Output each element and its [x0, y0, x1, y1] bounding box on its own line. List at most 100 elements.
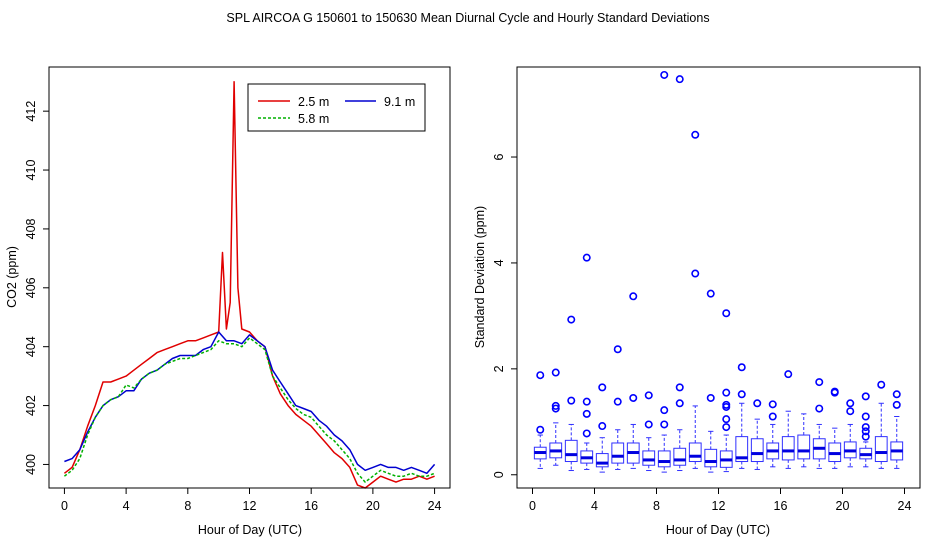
outlier-point [768, 400, 777, 409]
outlier-point [846, 407, 855, 416]
outlier-point [691, 130, 700, 139]
left-x-tick-label: 8 [184, 499, 191, 513]
iqr-box [611, 442, 625, 464]
left-x-tick-label: 16 [304, 499, 318, 513]
outlier-point [551, 368, 560, 377]
left-x-tick-label: 12 [243, 499, 257, 513]
box-hour-0.5 [533, 371, 547, 469]
left-x-axis-label: Hour of Day (UTC) [198, 523, 302, 537]
box-hour-7.5 [642, 391, 656, 472]
iqr-box [673, 447, 687, 466]
outlier-point [861, 427, 870, 436]
outlier-point [660, 70, 669, 79]
right-x-tick-label: 0 [529, 499, 536, 513]
iqr-box [750, 438, 764, 463]
right-x-tick-label: 24 [898, 499, 912, 513]
outlier-point [768, 412, 777, 421]
outlier-point [536, 425, 545, 434]
outlier-point [830, 387, 839, 396]
outlier-point [644, 420, 653, 429]
outlier-point [536, 371, 545, 380]
outlier-point [582, 409, 591, 418]
outlier-point [706, 289, 715, 298]
outlier-point [613, 345, 622, 354]
box-hour-4.5 [595, 383, 609, 473]
left-y-tick-label: 410 [24, 160, 38, 181]
box-hour-8.5 [657, 70, 671, 473]
outlier-point [861, 432, 870, 441]
outlier-point [629, 292, 638, 301]
right-x-tick-label: 20 [836, 499, 850, 513]
right-y-tick-label: 0 [492, 471, 506, 478]
outlier-point [644, 391, 653, 400]
iqr-box [704, 448, 718, 468]
outlier-point [877, 380, 886, 389]
right-x-tick-label: 4 [591, 499, 598, 513]
outlier-point [598, 422, 607, 431]
outlier-point [675, 383, 684, 392]
left-x-tick-label: 24 [428, 499, 442, 513]
box-hour-5.5 [611, 345, 625, 470]
outlier-point [567, 315, 576, 324]
iqr-box [735, 436, 749, 463]
outlier-point [892, 400, 901, 409]
left-y-axis-label: CO2 (ppm) [5, 246, 19, 308]
outlier-point [737, 363, 746, 372]
outlier-point [722, 400, 731, 409]
iqr-box [564, 439, 578, 463]
outlier-point [861, 423, 870, 432]
outlier-point [582, 397, 591, 406]
box-hour-16.5 [781, 370, 795, 469]
outlier-point [629, 393, 638, 402]
box-hour-3.5 [580, 253, 594, 470]
outlier-point [551, 401, 560, 410]
box-hour-13.5 [735, 363, 749, 469]
iqr-box [797, 434, 811, 460]
outlier-point [691, 269, 700, 278]
legend-label-9-1m: 9.1 m [384, 95, 415, 109]
iqr-box [781, 436, 795, 461]
series-line-2-5-m [63, 80, 435, 489]
figure-title: SPL AIRCOA G 150601 to 150630 Mean Diurn… [226, 11, 709, 25]
outlier-point [613, 397, 622, 406]
right-x-axis-label: Hour of Day (UTC) [666, 523, 770, 537]
iqr-box [874, 436, 888, 463]
outlier-point [551, 404, 560, 413]
right-y-tick-label: 6 [492, 154, 506, 161]
box-hour-23.5 [890, 390, 904, 469]
box-hour-1.5 [549, 368, 563, 466]
outlier-point [660, 406, 669, 415]
outlier-point [753, 399, 762, 408]
legend-label-2-5m: 2.5 m [298, 95, 329, 109]
legend: 2.5 m 5.8 m 9.1 m [247, 83, 426, 132]
right-y-axis-label: Standard Deviation (ppm) [473, 206, 487, 348]
box-hour-9.5 [673, 75, 687, 472]
outlier-point [567, 396, 576, 405]
iqr-box [657, 450, 671, 468]
legend-label-5-8m: 5.8 m [298, 112, 329, 126]
box-hour-14.5 [750, 399, 764, 470]
left-y-tick-label: 400 [24, 454, 38, 475]
left-y-tick-label: 412 [24, 101, 38, 122]
box-hour-18.5 [812, 378, 826, 469]
right-plot-frame [516, 66, 921, 489]
box-hour-11.5 [704, 289, 718, 473]
outlier-point [722, 388, 731, 397]
series-line-5-8-m [63, 337, 435, 483]
left-y-tick-label: 404 [24, 336, 38, 357]
box-hour-10.5 [688, 130, 702, 469]
outlier-point [582, 429, 591, 438]
box-hour-17.5 [797, 413, 811, 468]
outlier-point [815, 378, 824, 387]
outlier-point [675, 399, 684, 408]
iqr-box [642, 450, 656, 466]
right-x-tick-label: 8 [653, 499, 660, 513]
box-hour-22.5 [874, 380, 888, 469]
outlier-point [892, 390, 901, 399]
outlier-point [660, 420, 669, 429]
box-hour-15.5 [766, 400, 780, 468]
box-hour-20.5 [843, 399, 857, 468]
outlier-point [706, 393, 715, 402]
